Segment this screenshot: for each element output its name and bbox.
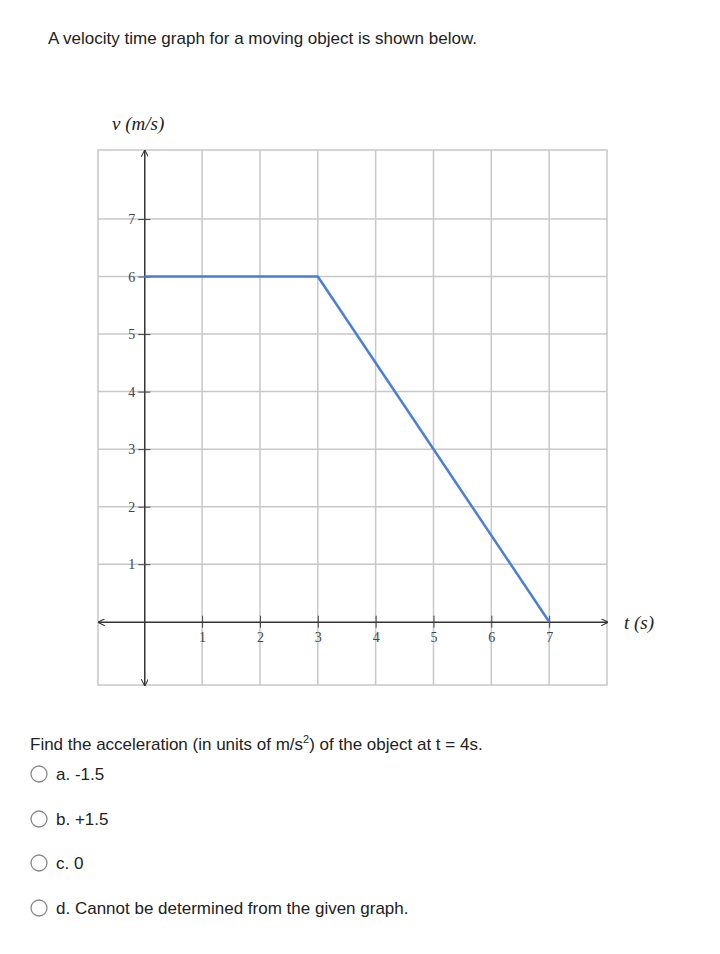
x-axis-line [99,621,608,623]
x-tick-mark [549,616,550,628]
y-tick: 3 [128,442,150,457]
grid-line [98,218,607,220]
y-tick-mark [138,392,150,393]
option-label[interactable]: d. Cannot be determined from the given g… [56,899,409,918]
y-tick-mark [138,334,150,335]
grid [98,150,607,685]
grid-line [98,391,607,393]
x-tick-label: 1 [199,630,206,645]
intro-text: A velocity time graph for a moving objec… [48,29,477,48]
y-tick: 7 [128,212,150,227]
x-tick-mark [433,616,434,628]
page: A velocity time graph for a moving objec… [0,0,720,954]
x-tick-mark [376,616,377,628]
y-tick: 2 [128,500,150,515]
question-text: ) of the object at t = 4s. [309,735,482,754]
x-tick-label: 6 [488,630,495,645]
x-tick: 3 [315,616,322,645]
grid-line [433,150,435,685]
y-tick-label: 7 [128,212,135,227]
grid-line [98,333,607,335]
x-tick-mark [318,616,319,628]
y-tick-label: 4 [128,385,135,400]
y-tick-label: 5 [128,327,135,342]
background [0,0,720,954]
grid-line [317,150,319,685]
velocity-line [144,277,549,622]
x-axis: 1 2 3 4 5 6 7 [99,616,608,645]
grid-line [259,150,261,685]
chart: 1 2 3 4 5 6 7 1 2 3 4 5 6 7 v (m/s) t (s) [98,113,654,686]
x-tick: 4 [373,616,380,645]
y-axis-line [144,151,146,686]
grid-line [201,150,203,685]
option-label[interactable]: b. +1.5 [56,810,108,829]
plot-area [144,277,549,622]
question-text: Find the acceleration (in units of m/s [30,735,303,754]
question: Find the acceleration (in units of m/s2)… [30,733,483,754]
y-tick-mark [138,449,150,450]
grid-line [98,506,607,508]
y-tick-mark [138,564,150,565]
y-tick: 5 [128,327,150,342]
x-tick: 6 [488,616,495,645]
x-tick-mark [491,616,492,628]
plot-frame [98,150,607,685]
x-tick-label: 4 [373,630,380,645]
y-tick-label: 3 [128,442,135,457]
y-axis: 1 2 3 4 5 6 7 [128,151,150,686]
option-label[interactable]: c. 0 [56,854,83,873]
radio-button[interactable] [31,766,47,782]
x-axis-title: t (s) [624,612,654,634]
x-tick-mark [260,616,261,628]
radio-button[interactable] [31,900,47,916]
answer-option[interactable]: b. +1.5 [31,810,108,829]
grid-line [491,150,493,685]
grid-line [98,563,607,565]
x-tick-mark [202,616,203,628]
y-tick-label: 2 [128,500,135,515]
answer-option[interactable]: c. 0 [31,854,83,873]
y-tick-label: 6 [128,270,135,285]
x-tick-label: 2 [257,630,264,645]
x-tick: 5 [430,616,437,645]
y-axis-title: v (m/s) [112,113,164,135]
x-tick: 2 [257,616,264,645]
grid-line [548,150,550,685]
radio-button[interactable] [31,855,47,871]
radio-button[interactable] [31,811,47,827]
y-tick: 1 [128,557,150,572]
y-tick-label: 1 [128,557,135,572]
y-tick: 4 [128,385,150,400]
y-tick-mark [138,507,150,508]
grid-line [98,448,607,450]
answer-option[interactable]: a. -1.5 [31,765,104,784]
grid-line [375,150,377,685]
x-tick-label: 5 [430,630,437,645]
option-label[interactable]: a. -1.5 [56,765,104,784]
x-tick: 1 [199,616,206,645]
answer-option[interactable]: d. Cannot be determined from the given g… [31,899,409,918]
y-tick-mark [138,219,150,220]
x-tick-label: 7 [546,630,553,645]
x-tick-label: 3 [315,630,322,645]
